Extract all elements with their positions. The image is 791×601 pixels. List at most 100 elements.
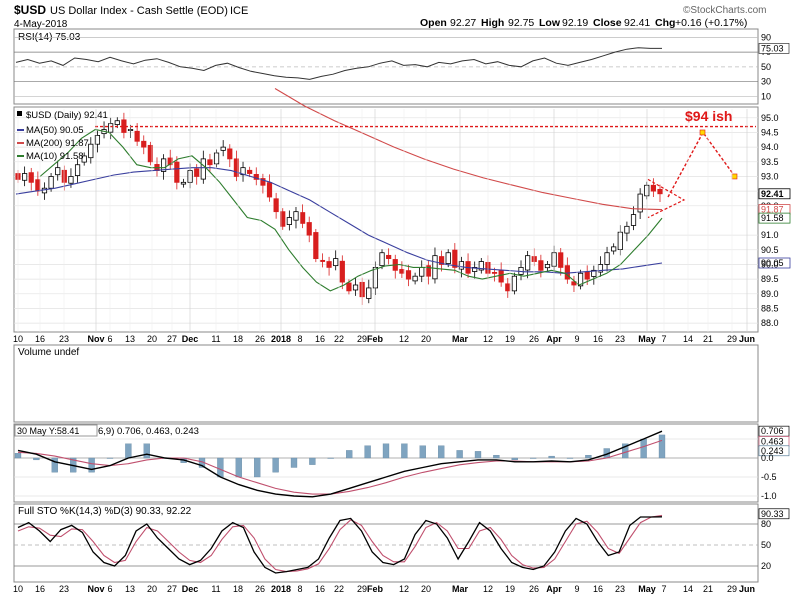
low-value: 92.19 bbox=[562, 17, 588, 29]
candle-body bbox=[127, 129, 134, 131]
open-value: 92.27 bbox=[450, 17, 476, 29]
macd-hist-bar bbox=[640, 438, 647, 459]
x-tick-label: Dec bbox=[182, 334, 199, 344]
candle-body bbox=[538, 260, 544, 271]
x-tick-label: 16 bbox=[315, 334, 325, 344]
rsi-line bbox=[15, 47, 662, 80]
candle-body bbox=[525, 255, 531, 271]
candle-body bbox=[438, 256, 445, 265]
macd-hist-bar bbox=[401, 443, 408, 459]
candle-body bbox=[346, 282, 352, 292]
x-tick-label-bottom: 22 bbox=[334, 584, 344, 594]
candle-body bbox=[141, 140, 147, 148]
x-tick-label: 13 bbox=[125, 334, 135, 344]
rsi-tick-label: 50 bbox=[761, 62, 771, 72]
price-tick-label: 90.0 bbox=[761, 259, 779, 269]
macd-hist-bar bbox=[364, 445, 371, 459]
macd-hist-bar bbox=[438, 445, 445, 459]
x-tick-label-bottom: 23 bbox=[615, 584, 625, 594]
candle-body bbox=[611, 246, 617, 252]
sto-label: Full STO %K(14,3) %D(3) 90.33, 92.22 bbox=[18, 506, 192, 517]
low-label: Low bbox=[539, 17, 561, 29]
x-tick-label-bottom: Dec bbox=[182, 584, 199, 594]
x-tick-label: 23 bbox=[615, 334, 625, 344]
macd-hist-bar bbox=[456, 450, 463, 459]
candle-body bbox=[366, 287, 372, 299]
x-tick-label: 20 bbox=[147, 334, 157, 344]
candle-body bbox=[412, 275, 418, 282]
candle-body bbox=[22, 173, 28, 181]
macd-hist-bar bbox=[217, 457, 224, 478]
candle-body bbox=[637, 193, 643, 213]
candle-body bbox=[280, 211, 286, 227]
macd-label: 30 May Y:58.41 bbox=[17, 426, 79, 436]
candle-body bbox=[94, 134, 101, 145]
candle-body bbox=[35, 179, 41, 192]
price-layer: 95.094.594.093.593.092.4192.091.8791.589… bbox=[14, 88, 791, 328]
x-tick-label-bottom: 26 bbox=[529, 584, 539, 594]
sto-tick-label: 80 bbox=[761, 519, 771, 529]
macd-hist-bar bbox=[346, 450, 353, 459]
sto-last-box bbox=[758, 508, 790, 520]
candle-body bbox=[399, 269, 405, 274]
price-tick-label: 94.0 bbox=[761, 142, 779, 152]
candle-body bbox=[452, 249, 458, 268]
candle-body bbox=[134, 130, 140, 142]
legend-price: $USD (Daily) 92.41 bbox=[26, 110, 108, 121]
instrument-name: US Dollar Index - Cash Settle (EOD) bbox=[50, 5, 228, 17]
macd-tick-label: 0.243 bbox=[761, 446, 784, 456]
macd-line bbox=[17, 430, 663, 498]
candle-body bbox=[657, 188, 663, 195]
ma200-line bbox=[274, 88, 663, 211]
legend-swatch-price bbox=[17, 111, 22, 116]
x-tick-label: 20 bbox=[421, 334, 431, 344]
candle-body bbox=[624, 225, 630, 234]
candle-body bbox=[491, 271, 498, 274]
x-tick-label-bottom: 14 bbox=[683, 584, 693, 594]
price-tick-label: 95.0 bbox=[761, 113, 779, 123]
candle-body bbox=[472, 266, 478, 272]
x-tick-label-bottom: 16 bbox=[35, 584, 45, 594]
x-tick-label: Mar bbox=[452, 334, 469, 344]
macd-signal-line bbox=[17, 439, 663, 495]
macd-hist-bar bbox=[474, 451, 482, 459]
macd-hist-bar bbox=[290, 457, 298, 468]
candle-body bbox=[227, 148, 233, 160]
x-tick-label: 6 bbox=[107, 334, 112, 344]
candle-body bbox=[333, 258, 339, 267]
macd-tick-label: -0.5 bbox=[761, 472, 777, 482]
macd-hist-bar bbox=[125, 443, 132, 459]
candle-body bbox=[511, 275, 517, 292]
x-tick-label: 8 bbox=[297, 334, 302, 344]
candle-body bbox=[273, 198, 279, 213]
sto-tick-label: 50 bbox=[761, 540, 771, 550]
candle-body bbox=[544, 264, 551, 269]
macd-values: 6,9) 0.706, 0.463, 0.243 bbox=[98, 426, 199, 437]
x-tick-label-bottom: Nov bbox=[87, 584, 104, 594]
candle-body bbox=[478, 261, 484, 271]
ohlc-readout: Open 92.27 High 92.75 Low 92.19 Close 92… bbox=[420, 17, 747, 29]
x-tick-label-bottom: 27 bbox=[167, 584, 177, 594]
macd-hist-bar bbox=[254, 457, 261, 478]
price-legend: $USD (Daily) 92.41 MA(50) 90.05 MA(200) … bbox=[17, 110, 108, 162]
sto-panel-frame bbox=[13, 503, 759, 583]
x-tick-label: 23 bbox=[59, 334, 69, 344]
candle-body bbox=[207, 159, 213, 166]
x-tick-label: 16 bbox=[35, 334, 45, 344]
candle-body bbox=[147, 144, 153, 163]
candle-body bbox=[220, 146, 226, 151]
high-label: High bbox=[481, 17, 504, 29]
macd-tick-label: 0.463 bbox=[761, 436, 784, 446]
x-tick-label-bottom: 12 bbox=[399, 584, 409, 594]
candle-body bbox=[584, 271, 590, 280]
sto-tick-label: 90.33 bbox=[761, 509, 784, 519]
price-panel-frame bbox=[13, 106, 759, 333]
close-value: 92.41 bbox=[624, 17, 650, 29]
x-tick-label-bottom: May bbox=[638, 584, 656, 594]
candle-body bbox=[604, 252, 610, 265]
price-last-box bbox=[758, 212, 791, 224]
open-label: Open bbox=[420, 17, 447, 29]
